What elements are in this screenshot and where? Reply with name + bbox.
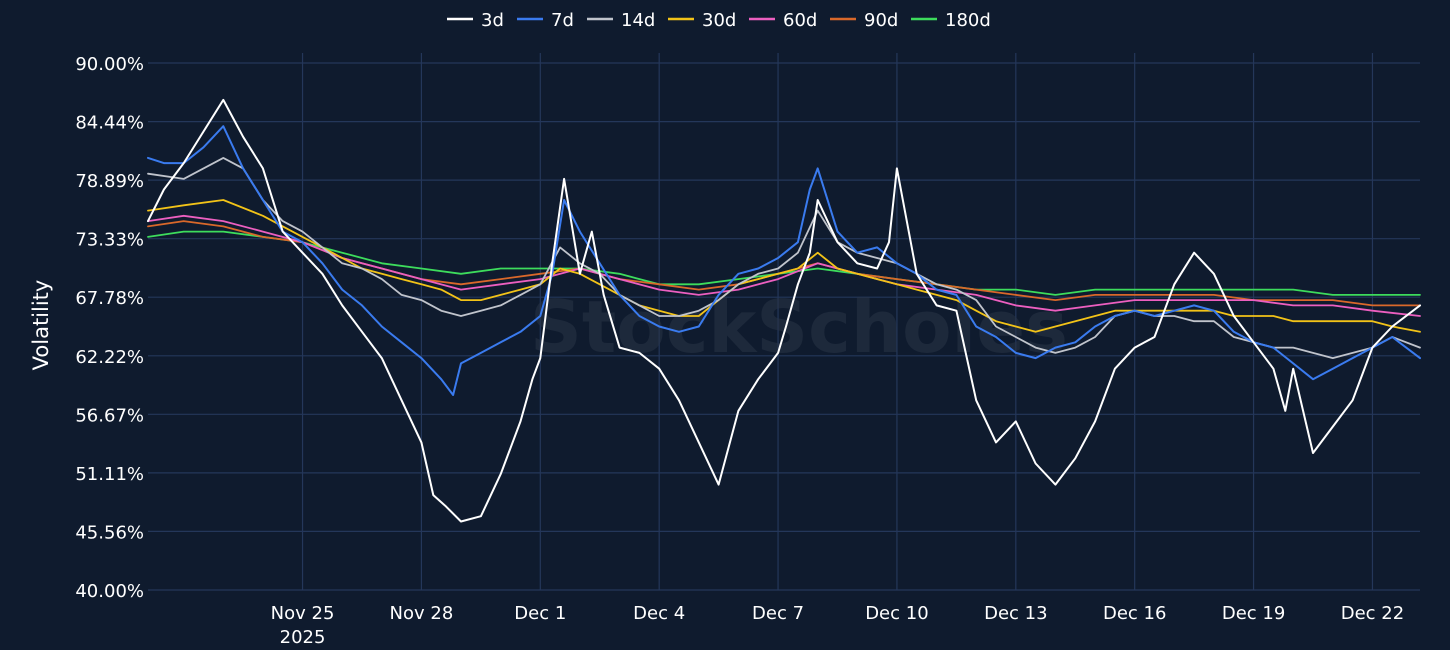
y-axis: 40.00% 45.56% 51.11% 56.67% 62.22% 67.78% 73.3…: [75, 54, 144, 602]
x-axis: Nov 25 2025 Nov 28 Dec 1 Dec 4 Dec 7 Dec 10 Dec…: [271, 603, 1405, 648]
legend-label: 180d: [945, 10, 991, 31]
series-layer: [147, 98, 1421, 523]
legend-item-30d[interactable]: 30d: [668, 10, 736, 31]
legend-item-3d[interactable]: 3d: [447, 10, 504, 31]
x-tick-sublabel: 2025: [280, 627, 326, 648]
legend: 3d 7d 14d 30d 60d 90d 180d: [447, 10, 991, 31]
legend-item-60d[interactable]: 60d: [749, 10, 817, 31]
x-tick-label: Dec 1: [514, 603, 566, 624]
x-tick-label: Nov 25: [271, 603, 335, 624]
x-tick-label: Dec 16: [1103, 603, 1166, 624]
legend-label: 60d: [783, 10, 817, 31]
legend-item-14d[interactable]: 14d: [587, 10, 655, 31]
legend-label: 30d: [702, 10, 736, 31]
x-tick-label: Dec 7: [752, 603, 804, 624]
x-tick-label: Dec 13: [984, 603, 1047, 624]
series-line-3d: [147, 98, 1421, 523]
grid: [148, 53, 1420, 591]
legend-label: 90d: [864, 10, 898, 31]
x-tick-label: Dec 10: [865, 603, 928, 624]
legend-item-180d[interactable]: 180d: [911, 10, 991, 31]
series-line-7d: [147, 125, 1421, 396]
y-tick-label: 90.00%: [75, 54, 144, 75]
y-tick-label: 62.22%: [75, 347, 144, 368]
y-tick-label: 40.00%: [75, 581, 144, 602]
y-tick-label: 78.89%: [75, 171, 144, 192]
y-tick-label: 51.11%: [75, 464, 144, 485]
x-tick-label: Nov 28: [390, 603, 454, 624]
legend-label: 7d: [551, 10, 574, 31]
y-tick-label: 84.44%: [75, 113, 144, 134]
y-tick-label: 56.67%: [75, 405, 144, 426]
x-tick-label: Dec 4: [633, 603, 685, 624]
series-line-14d: [147, 156, 1421, 360]
series-line-60d: [147, 214, 1421, 317]
y-tick-label: 73.33%: [75, 230, 144, 251]
x-tick-label: Dec 22: [1341, 603, 1404, 624]
y-tick-label: 67.78%: [75, 288, 144, 309]
y-axis-title: Volatility: [29, 280, 53, 371]
legend-item-7d[interactable]: 7d: [517, 10, 574, 31]
legend-label: 14d: [621, 10, 655, 31]
legend-label: 3d: [481, 10, 504, 31]
x-tick-label: Dec 19: [1222, 603, 1285, 624]
legend-item-90d[interactable]: 90d: [830, 10, 898, 31]
y-tick-label: 45.56%: [75, 522, 144, 543]
